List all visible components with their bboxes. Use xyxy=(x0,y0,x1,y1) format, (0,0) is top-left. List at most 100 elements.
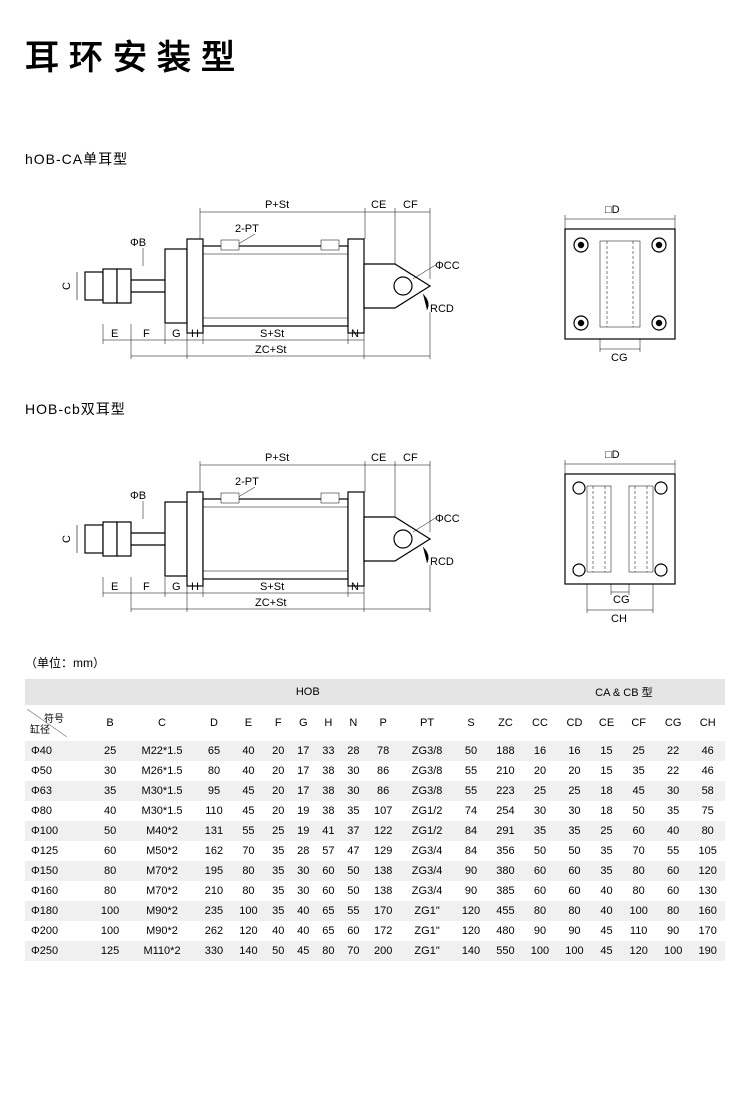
cell: 40 xyxy=(93,801,127,821)
cell: 105 xyxy=(690,841,725,861)
cell: 138 xyxy=(366,861,400,881)
cell: 30 xyxy=(291,861,316,881)
cell: 80 xyxy=(621,861,655,881)
row-label: Φ180 xyxy=(25,901,93,921)
cell: 60 xyxy=(316,881,341,901)
row-label: Φ63 xyxy=(25,781,93,801)
diagram-ca-side: P+St CE CF 2-PT ΦB xyxy=(25,194,545,374)
table-row: Φ6335M30*1.595452017383086ZG3/8552232525… xyxy=(25,781,725,801)
cell: 45 xyxy=(231,781,265,801)
cell: 80 xyxy=(656,901,690,921)
page-title: 耳环安装型 xyxy=(25,30,725,79)
cell: 90 xyxy=(454,861,488,881)
cell: 100 xyxy=(93,921,127,941)
cell: 160 xyxy=(690,901,725,921)
cell: 210 xyxy=(488,761,522,781)
col-N: N xyxy=(341,705,366,741)
row-label: Φ80 xyxy=(25,801,93,821)
group-header-row: HOB CA & CB 型 xyxy=(25,679,725,705)
cell: 60 xyxy=(656,861,690,881)
cell: 140 xyxy=(231,941,265,961)
svg-text:G: G xyxy=(172,581,181,593)
cell: 262 xyxy=(197,921,231,941)
col-CD: CD xyxy=(557,705,591,741)
cell: 84 xyxy=(454,841,488,861)
section-title-ca: hOB-CA单耳型 xyxy=(25,149,725,169)
col-P: P xyxy=(366,705,400,741)
cell: 188 xyxy=(488,741,522,761)
cell: 30 xyxy=(557,801,591,821)
svg-text:□D: □D xyxy=(605,449,620,461)
cell: 80 xyxy=(523,901,557,921)
cell: 22 xyxy=(656,761,690,781)
row-label: Φ40 xyxy=(25,741,93,761)
cell: 80 xyxy=(93,881,127,901)
table-row: Φ12560M50*21627035285747129ZG3/484356505… xyxy=(25,841,725,861)
table-row: Φ200100M90*226212040406560172ZG1"1204809… xyxy=(25,921,725,941)
svg-text:G: G xyxy=(172,328,181,340)
cell: 35 xyxy=(523,821,557,841)
cell: 19 xyxy=(291,821,316,841)
col-B: B xyxy=(93,705,127,741)
cell: 38 xyxy=(316,761,341,781)
cell: M30*1.5 xyxy=(127,801,196,821)
cell: M50*2 xyxy=(127,841,196,861)
cell: 356 xyxy=(488,841,522,861)
cell: 130 xyxy=(690,881,725,901)
svg-text:CH: CH xyxy=(611,613,627,625)
svg-text:□D: □D xyxy=(605,204,620,216)
cell: 254 xyxy=(488,801,522,821)
svg-text:E: E xyxy=(111,581,118,593)
cell: ZG1/2 xyxy=(400,801,453,821)
row-label: Φ100 xyxy=(25,821,93,841)
cell: M22*1.5 xyxy=(127,741,196,761)
cell: 291 xyxy=(488,821,522,841)
cell: ZG3/8 xyxy=(400,741,453,761)
cell: 50 xyxy=(266,941,291,961)
cell: 15 xyxy=(592,761,622,781)
cell: 35 xyxy=(93,781,127,801)
cell: 40 xyxy=(592,901,622,921)
cell: 170 xyxy=(690,921,725,941)
svg-text:ΦB: ΦB xyxy=(130,490,146,502)
cell: 46 xyxy=(690,761,725,781)
cell: 28 xyxy=(291,841,316,861)
cell: 60 xyxy=(557,881,591,901)
diagram-ca-row: P+St CE CF 2-PT ΦB xyxy=(25,194,725,374)
cell: 100 xyxy=(557,941,591,961)
cell: M90*2 xyxy=(127,921,196,941)
svg-text:F: F xyxy=(143,328,150,340)
row-label: Φ125 xyxy=(25,841,93,861)
cell: 20 xyxy=(266,761,291,781)
cell: 35 xyxy=(266,901,291,921)
row-label: Φ150 xyxy=(25,861,93,881)
cell: 40 xyxy=(592,881,622,901)
cell: 78 xyxy=(366,741,400,761)
col-G: G xyxy=(291,705,316,741)
cell: 140 xyxy=(454,941,488,961)
cell: 80 xyxy=(93,861,127,881)
cell: 38 xyxy=(316,801,341,821)
cell: ZG3/4 xyxy=(400,861,453,881)
cell: 110 xyxy=(197,801,231,821)
svg-text:N: N xyxy=(351,328,359,340)
cell: 18 xyxy=(592,801,622,821)
cell: 17 xyxy=(291,761,316,781)
cell: 86 xyxy=(366,781,400,801)
cell: 100 xyxy=(523,941,557,961)
unit-note: （单位：mm） xyxy=(25,654,725,671)
svg-text:CF: CF xyxy=(403,199,418,211)
cell: 40 xyxy=(656,821,690,841)
cell: ZG3/4 xyxy=(400,841,453,861)
table-row: Φ250125M110*233014050458070200ZG1"140550… xyxy=(25,941,725,961)
cell: 80 xyxy=(557,901,591,921)
cell: 223 xyxy=(488,781,522,801)
cell: 45 xyxy=(231,801,265,821)
cell: 60 xyxy=(341,921,366,941)
cell: 35 xyxy=(656,801,690,821)
dimension-table: HOB CA & CB 型 符号 缸径 BCDEFGHNPPTSZCCCCDCE… xyxy=(25,679,725,961)
cell: ZG1/2 xyxy=(400,821,453,841)
cell: 45 xyxy=(291,941,316,961)
table-row: Φ5030M26*1.580402017383086ZG3/8552102020… xyxy=(25,761,725,781)
cell: 25 xyxy=(93,741,127,761)
